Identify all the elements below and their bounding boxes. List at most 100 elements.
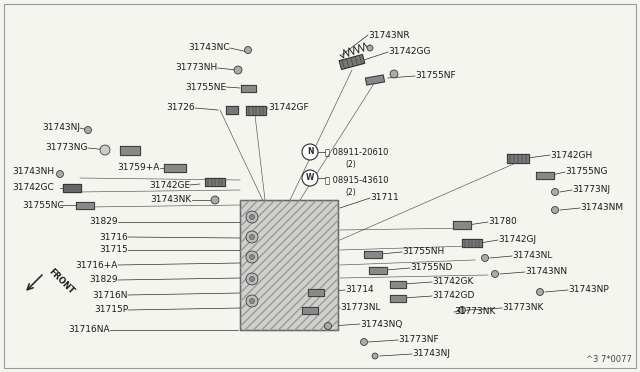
Polygon shape	[240, 200, 338, 330]
Polygon shape	[339, 55, 365, 70]
Text: 31755NH: 31755NH	[402, 247, 444, 257]
Text: 31742GH: 31742GH	[550, 151, 592, 160]
Polygon shape	[63, 184, 81, 192]
Circle shape	[360, 339, 367, 346]
Text: 31716N: 31716N	[93, 291, 128, 299]
Text: 31743NN: 31743NN	[525, 267, 567, 276]
Polygon shape	[120, 145, 140, 154]
Polygon shape	[390, 280, 406, 288]
Text: 31716+A: 31716+A	[76, 260, 118, 269]
Text: 31742GF: 31742GF	[268, 103, 308, 112]
Circle shape	[246, 211, 258, 223]
Circle shape	[246, 251, 258, 263]
Polygon shape	[246, 106, 266, 115]
Text: 31715P: 31715P	[94, 305, 128, 314]
Text: 31743NJ: 31743NJ	[412, 350, 450, 359]
Text: 31773NF: 31773NF	[398, 336, 438, 344]
Text: 31829: 31829	[90, 276, 118, 285]
Circle shape	[250, 234, 255, 240]
Circle shape	[458, 307, 465, 314]
Text: 31743NP: 31743NP	[568, 285, 609, 295]
Circle shape	[100, 145, 110, 155]
Text: 31743NK: 31743NK	[151, 196, 192, 205]
Polygon shape	[507, 154, 529, 163]
Circle shape	[250, 298, 255, 304]
Text: 31759+A: 31759+A	[118, 164, 160, 173]
Text: 31755NC: 31755NC	[22, 201, 64, 209]
Text: 31743NL: 31743NL	[512, 251, 552, 260]
Text: 31742GE: 31742GE	[149, 180, 190, 189]
Text: 31716NA: 31716NA	[68, 326, 110, 334]
Circle shape	[84, 126, 92, 134]
Text: 31780: 31780	[488, 218, 516, 227]
Polygon shape	[308, 289, 324, 295]
Text: 31715: 31715	[99, 246, 128, 254]
Polygon shape	[302, 307, 318, 314]
Text: 31711: 31711	[370, 193, 399, 202]
Text: 31743NJ: 31743NJ	[42, 124, 80, 132]
Text: 31742GK: 31742GK	[432, 278, 474, 286]
Circle shape	[492, 270, 499, 278]
Text: 31773NK: 31773NK	[454, 308, 495, 317]
Text: (2): (2)	[345, 189, 356, 198]
Text: N: N	[307, 148, 313, 157]
Circle shape	[211, 196, 219, 204]
Polygon shape	[226, 106, 238, 114]
Text: 31743NC: 31743NC	[188, 44, 230, 52]
Circle shape	[246, 231, 258, 243]
Circle shape	[56, 170, 63, 177]
Circle shape	[372, 353, 378, 359]
Text: 31773NK: 31773NK	[502, 304, 543, 312]
Polygon shape	[369, 266, 387, 273]
Text: 31742GG: 31742GG	[388, 48, 431, 57]
Circle shape	[234, 66, 242, 74]
Text: 31742GJ: 31742GJ	[498, 235, 536, 244]
Text: 31773NG: 31773NG	[45, 144, 88, 153]
Polygon shape	[241, 84, 255, 92]
Circle shape	[246, 295, 258, 307]
Text: 31714: 31714	[345, 285, 374, 295]
Circle shape	[302, 144, 318, 160]
Text: 31829: 31829	[90, 218, 118, 227]
Circle shape	[250, 254, 255, 260]
Text: W: W	[306, 173, 314, 183]
Text: ^3 7*0077: ^3 7*0077	[586, 355, 632, 364]
Text: 31755NG: 31755NG	[565, 167, 607, 176]
Text: 31726: 31726	[166, 103, 195, 112]
Text: 31743NR: 31743NR	[368, 31, 410, 39]
Polygon shape	[462, 239, 482, 247]
Circle shape	[536, 289, 543, 295]
Text: 31755NF: 31755NF	[415, 71, 456, 80]
Text: FRONT: FRONT	[47, 267, 76, 296]
Text: 31755NE: 31755NE	[185, 83, 226, 92]
Text: 31742GC: 31742GC	[12, 183, 54, 192]
Text: 31743NH: 31743NH	[12, 167, 54, 176]
Circle shape	[324, 323, 332, 330]
Circle shape	[481, 254, 488, 262]
Circle shape	[250, 276, 255, 282]
Circle shape	[552, 189, 559, 196]
Circle shape	[302, 170, 318, 186]
Polygon shape	[453, 221, 471, 229]
Text: 31773NL: 31773NL	[340, 304, 381, 312]
Polygon shape	[205, 178, 225, 186]
Text: 31755ND: 31755ND	[410, 263, 452, 273]
Text: 31773NJ: 31773NJ	[572, 186, 610, 195]
Text: 31773NH: 31773NH	[176, 64, 218, 73]
Polygon shape	[390, 295, 406, 301]
Polygon shape	[365, 75, 385, 85]
Circle shape	[390, 70, 398, 78]
Text: 31716: 31716	[99, 232, 128, 241]
Polygon shape	[164, 164, 186, 172]
Text: Ⓝ 08911-20610: Ⓝ 08911-20610	[325, 148, 388, 157]
Circle shape	[367, 45, 373, 51]
Circle shape	[250, 215, 255, 219]
Circle shape	[246, 273, 258, 285]
Text: (2): (2)	[345, 160, 356, 170]
Circle shape	[552, 206, 559, 214]
Polygon shape	[76, 202, 94, 208]
Text: 31743NM: 31743NM	[580, 203, 623, 212]
Text: 31743NQ: 31743NQ	[360, 320, 403, 328]
Text: 31742GD: 31742GD	[432, 292, 474, 301]
Polygon shape	[536, 171, 554, 179]
